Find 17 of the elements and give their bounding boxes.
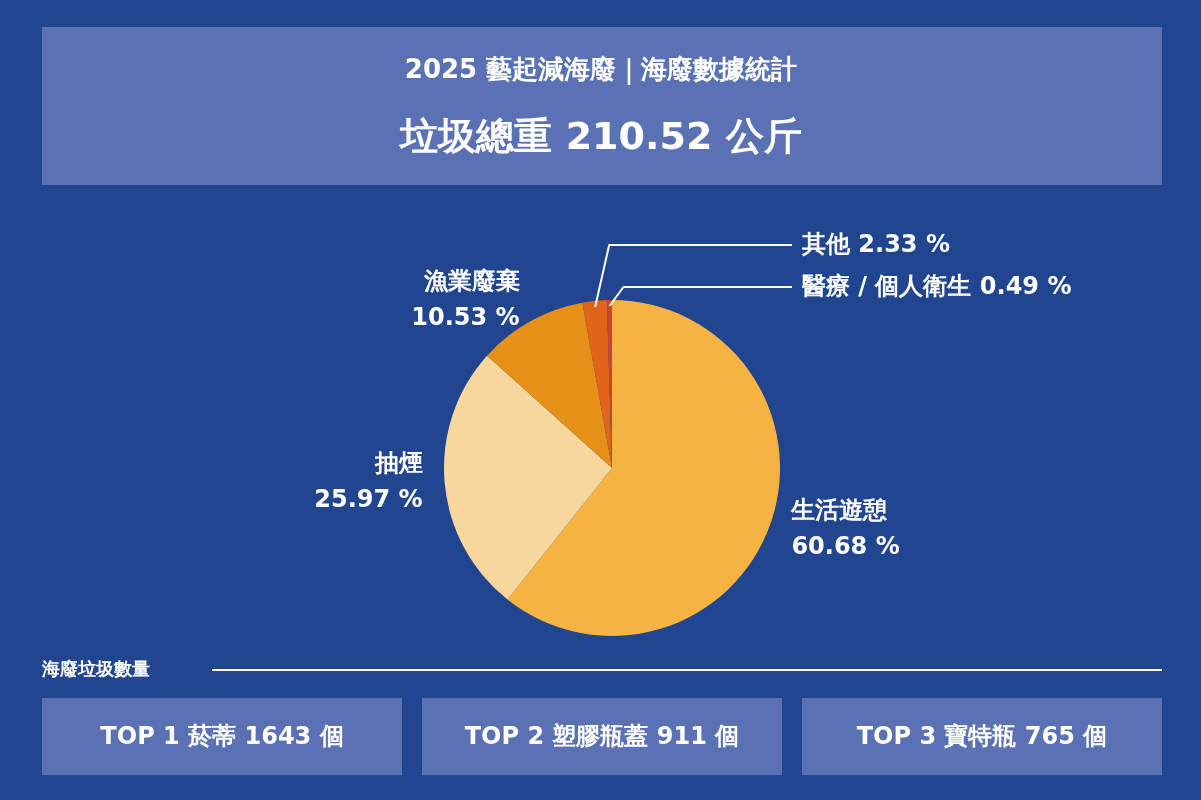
data-label: 10.53 % bbox=[411, 302, 520, 331]
text: TOP 1 菸蒂 1643 個 bbox=[100, 722, 344, 750]
slice-label: 生活遊憩 bbox=[790, 495, 888, 524]
slice-label: 漁業廢棄 bbox=[422, 266, 520, 295]
pie-slice bbox=[444, 355, 612, 600]
slice-label: 其他 2.33 % bbox=[801, 230, 950, 258]
pie-slice bbox=[582, 300, 612, 468]
chart-subtitle: 垃圾總重 210.52 公斤 bbox=[398, 114, 802, 158]
text: TOP 2 塑膠瓶蓋 911 個 bbox=[464, 722, 740, 750]
text: 海廢垃圾數量 bbox=[41, 658, 150, 679]
chart-title: 2025 藝起減海廢｜海廢數據統計 bbox=[404, 54, 798, 85]
data-label: 25.97 % bbox=[314, 484, 423, 513]
slice-label: 醫療 / 個人衛生 0.49 % bbox=[802, 272, 1072, 300]
slice-label: 抽煙 bbox=[373, 448, 423, 477]
pie-slice bbox=[487, 302, 612, 468]
text: TOP 3 寶特瓶 765 個 bbox=[856, 722, 1108, 750]
data-label: 60.68 % bbox=[791, 531, 900, 560]
